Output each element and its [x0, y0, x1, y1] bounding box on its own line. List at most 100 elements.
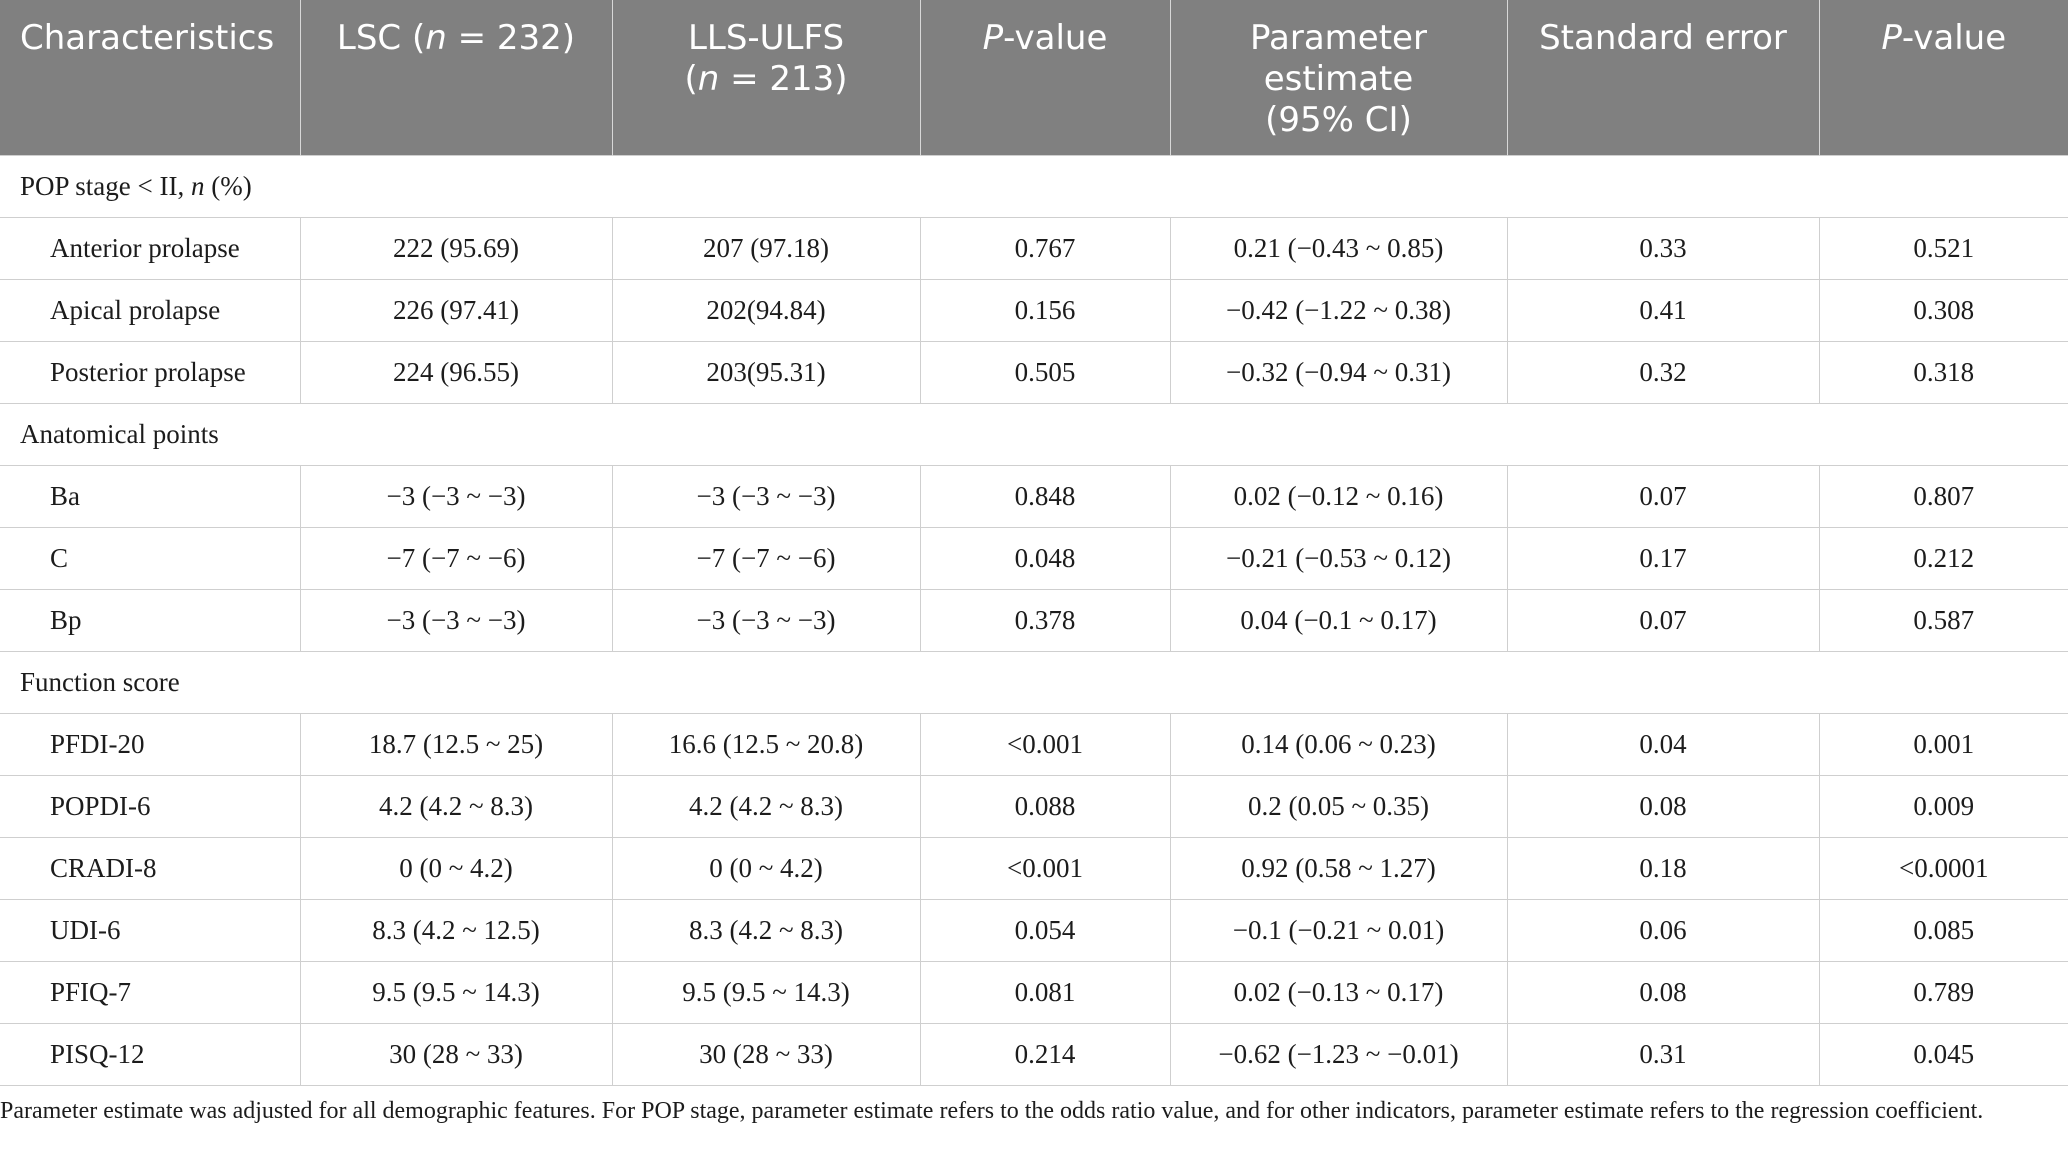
cell-standard-error: 0.41 [1506, 279, 1820, 342]
row-label: UDI-6 [0, 899, 301, 962]
cell-parameter-estimate: −0.1 (−0.21 ~ 0.01) [1169, 899, 1508, 962]
cell-parameter-estimate: 0.2 (0.05 ~ 0.35) [1169, 775, 1508, 838]
cell-standard-error: 0.18 [1506, 837, 1820, 900]
cell-adjusted-p-value: 0.308 [1818, 279, 2068, 342]
cell-adjusted-p-value: 0.045 [1818, 1023, 2068, 1086]
section-title: Function score [0, 651, 2068, 714]
section-row: POP stage < II, n (%) [0, 155, 2068, 218]
header-adjusted-p-value: P-value [1819, 0, 2068, 156]
cell-p-value: 0.048 [919, 527, 1171, 590]
cell-standard-error: 0.07 [1506, 465, 1820, 528]
row-label: C [0, 527, 301, 590]
cell-parameter-estimate: 0.02 (−0.12 ~ 0.16) [1169, 465, 1508, 528]
table-row: C −7 (−7 ~ −6) −7 (−7 ~ −6) 0.048 −0.21 (−0.… [0, 527, 2068, 590]
table-row: PISQ-12 30 (28 ~ 33) 30 (28 ~ 33) 0.214 −0.6… [0, 1023, 2068, 1086]
cell-lsc: −3 (−3 ~ −3) [299, 589, 613, 652]
header-lsc: LSC (n = 232) [300, 0, 613, 156]
table-body: POP stage < II, n (%) Anterior prolapse 22… [0, 155, 2068, 1086]
cell-standard-error: 0.07 [1506, 589, 1820, 652]
section-title: POP stage < II, n (%) [0, 155, 2068, 218]
cell-parameter-estimate: −0.32 (−0.94 ~ 0.31) [1169, 341, 1508, 404]
cell-lsc: 4.2 (4.2 ~ 8.3) [299, 775, 613, 838]
cell-lsc: −7 (−7 ~ −6) [299, 527, 613, 590]
cell-adjusted-p-value: 0.009 [1818, 775, 2068, 838]
cell-lls-ulfs: 202(94.84) [611, 279, 921, 342]
table-row: PFDI-20 18.7 (12.5 ~ 25) 16.6 (12.5 ~ 20.8… [0, 713, 2068, 776]
cell-parameter-estimate: −0.42 (−1.22 ~ 0.38) [1169, 279, 1508, 342]
row-label: PFDI-20 [0, 713, 301, 776]
table-row: Anterior prolapse 222 (95.69) 207 (97.18) 0… [0, 217, 2068, 280]
cell-adjusted-p-value: 0.521 [1818, 217, 2068, 280]
header-lls-ulfs: LLS-ULFS (n = 213) [612, 0, 921, 156]
row-label: Ba [0, 465, 301, 528]
section-title-variable: n [190, 171, 205, 201]
row-label: Apical prolapse [0, 279, 301, 342]
cell-p-value: 0.156 [919, 279, 1171, 342]
row-label: POPDI-6 [0, 775, 301, 838]
cell-standard-error: 0.08 [1506, 775, 1820, 838]
cell-standard-error: 0.32 [1506, 341, 1820, 404]
cell-lsc: 9.5 (9.5 ~ 14.3) [299, 961, 613, 1024]
cell-lsc: 0 (0 ~ 4.2) [299, 837, 613, 900]
cell-adjusted-p-value: 0.789 [1818, 961, 2068, 1024]
table-row: POPDI-6 4.2 (4.2 ~ 8.3) 4.2 (4.2 ~ 8.3) 0.0… [0, 775, 2068, 838]
cell-standard-error: 0.04 [1506, 713, 1820, 776]
header-parameter-estimate: Parameter estimate (95% CI) [1170, 0, 1508, 156]
row-label: Bp [0, 589, 301, 652]
cell-p-value: 0.054 [919, 899, 1171, 962]
cell-p-value: 0.214 [919, 1023, 1171, 1086]
cell-p-value: 0.081 [919, 961, 1171, 1024]
cell-lsc: 224 (96.55) [299, 341, 613, 404]
header-row: Characteristics LSC (n = 232) LLS-ULFS (n… [0, 0, 2068, 156]
cell-standard-error: 0.08 [1506, 961, 1820, 1024]
cell-lls-ulfs: −7 (−7 ~ −6) [611, 527, 921, 590]
section-title-suffix: (%) [204, 171, 252, 201]
cell-p-value: 0.767 [919, 217, 1171, 280]
section-row: Anatomical points [0, 403, 2068, 466]
table-row: PFIQ-7 9.5 (9.5 ~ 14.3) 9.5 (9.5 ~ 14.3) 0.… [0, 961, 2068, 1024]
cell-adjusted-p-value: 0.318 [1818, 341, 2068, 404]
cell-parameter-estimate: −0.62 (−1.23 ~ −0.01) [1169, 1023, 1508, 1086]
table-row: Posterior prolapse 224 (96.55) 203(95.31) 0… [0, 341, 2068, 404]
cell-adjusted-p-value: 0.587 [1818, 589, 2068, 652]
row-label: PISQ-12 [0, 1023, 301, 1086]
cell-parameter-estimate: −0.21 (−0.53 ~ 0.12) [1169, 527, 1508, 590]
row-label: PFIQ-7 [0, 961, 301, 1024]
cell-lsc: 222 (95.69) [299, 217, 613, 280]
header-standard-error: Standard error [1507, 0, 1820, 156]
cell-adjusted-p-value: 0.085 [1818, 899, 2068, 962]
cell-lsc: 226 (97.41) [299, 279, 613, 342]
table-header: Characteristics LSC (n = 232) LLS-ULFS (n… [0, 0, 2068, 156]
row-label: Anterior prolapse [0, 217, 301, 280]
cell-lls-ulfs: 8.3 (4.2 ~ 8.3) [611, 899, 921, 962]
section-title-text: Anatomical points [20, 419, 219, 449]
cell-lls-ulfs: 30 (28 ~ 33) [611, 1023, 921, 1086]
cell-p-value: 0.378 [919, 589, 1171, 652]
cell-p-value: 0.088 [919, 775, 1171, 838]
cell-standard-error: 0.06 [1506, 899, 1820, 962]
cell-parameter-estimate: 0.02 (−0.13 ~ 0.17) [1169, 961, 1508, 1024]
table-footnote: Parameter estimate was adjusted for all … [0, 1098, 1984, 1124]
cell-lls-ulfs: −3 (−3 ~ −3) [611, 589, 921, 652]
cell-p-value: 0.848 [919, 465, 1171, 528]
cell-p-value: <0.001 [919, 837, 1171, 900]
cell-lsc: 8.3 (4.2 ~ 12.5) [299, 899, 613, 962]
cell-standard-error: 0.33 [1506, 217, 1820, 280]
cell-lsc: 30 (28 ~ 33) [299, 1023, 613, 1086]
section-row: Function score [0, 651, 2068, 714]
table-row: Ba −3 (−3 ~ −3) −3 (−3 ~ −3) 0.848 0.02 (−0.… [0, 465, 2068, 528]
table-row: CRADI-8 0 (0 ~ 4.2) 0 (0 ~ 4.2) <0.001 0.92 … [0, 837, 2068, 900]
cell-p-value: <0.001 [919, 713, 1171, 776]
cell-lls-ulfs: −3 (−3 ~ −3) [611, 465, 921, 528]
row-label: Posterior prolapse [0, 341, 301, 404]
cell-parameter-estimate: 0.04 (−0.1 ~ 0.17) [1169, 589, 1508, 652]
cell-p-value: 0.505 [919, 341, 1171, 404]
cell-parameter-estimate: 0.92 (0.58 ~ 1.27) [1169, 837, 1508, 900]
cell-lls-ulfs: 9.5 (9.5 ~ 14.3) [611, 961, 921, 1024]
section-title-text: Function score [20, 667, 180, 697]
cell-lls-ulfs: 16.6 (12.5 ~ 20.8) [611, 713, 921, 776]
cell-adjusted-p-value: 0.001 [1818, 713, 2068, 776]
cell-lls-ulfs: 207 (97.18) [611, 217, 921, 280]
header-p-value: P-value [920, 0, 1171, 156]
cell-adjusted-p-value: <0.0001 [1818, 837, 2068, 900]
